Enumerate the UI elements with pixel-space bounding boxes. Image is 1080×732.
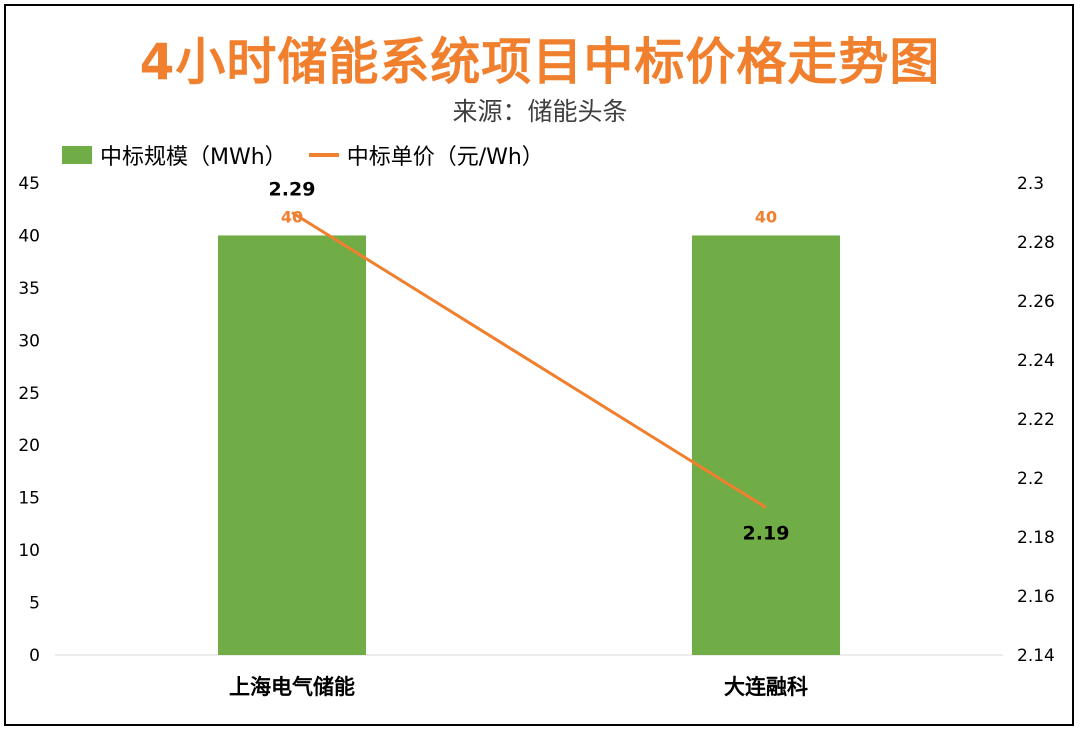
bar [692,235,840,655]
y-left-tick-label: 0 [29,646,40,666]
y-right-tick-label: 2.3 [1017,174,1044,194]
y-right-tick-label: 2.2 [1017,469,1044,489]
legend-bar-swatch [62,146,92,164]
bar-data-label: 40 [755,207,777,226]
y-left-tick-label: 25 [18,384,40,404]
y-left-tick-label: 5 [29,594,40,614]
y-right-tick-label: 2.22 [1017,410,1055,430]
y-right-tick-label: 2.24 [1017,351,1055,371]
y-left-tick-label: 40 [18,226,40,246]
y-left-tick-label: 20 [18,436,40,456]
line-data-label: 2.29 [269,179,316,201]
y-right-tick-label: 2.14 [1017,646,1055,666]
y-left-tick-label: 30 [18,331,40,351]
x-category-label: 大连融科 [724,675,808,699]
y-right-tick-label: 2.18 [1017,528,1055,548]
y-left-tick-label: 15 [18,489,40,509]
bar [218,235,366,655]
line-data-label: 2.19 [743,523,790,545]
y-left-tick-label: 45 [18,174,40,194]
y-left-tick-label: 35 [18,279,40,299]
chart-subtitle: 来源：储能头条 [452,97,628,126]
y-right-tick-label: 2.28 [1017,233,1055,253]
legend-label-scale: 中标规模（MWh） [100,145,287,170]
bar-data-label: 40 [281,207,303,226]
y-right-tick-label: 2.26 [1017,292,1055,312]
legend-line-swatch [308,153,339,157]
legend-label-price: 中标单价（元/Wh） [346,145,544,170]
chart-title: 4小时储能系统项目中标价格走势图 [139,33,941,91]
y-left-tick-label: 10 [18,541,40,561]
price-line [291,211,767,509]
x-category-label: 上海电气储能 [229,675,355,699]
y-right-tick-label: 2.16 [1017,587,1055,607]
chart-legend: 中标规模（MWh） 中标单价（元/Wh） [62,139,544,171]
